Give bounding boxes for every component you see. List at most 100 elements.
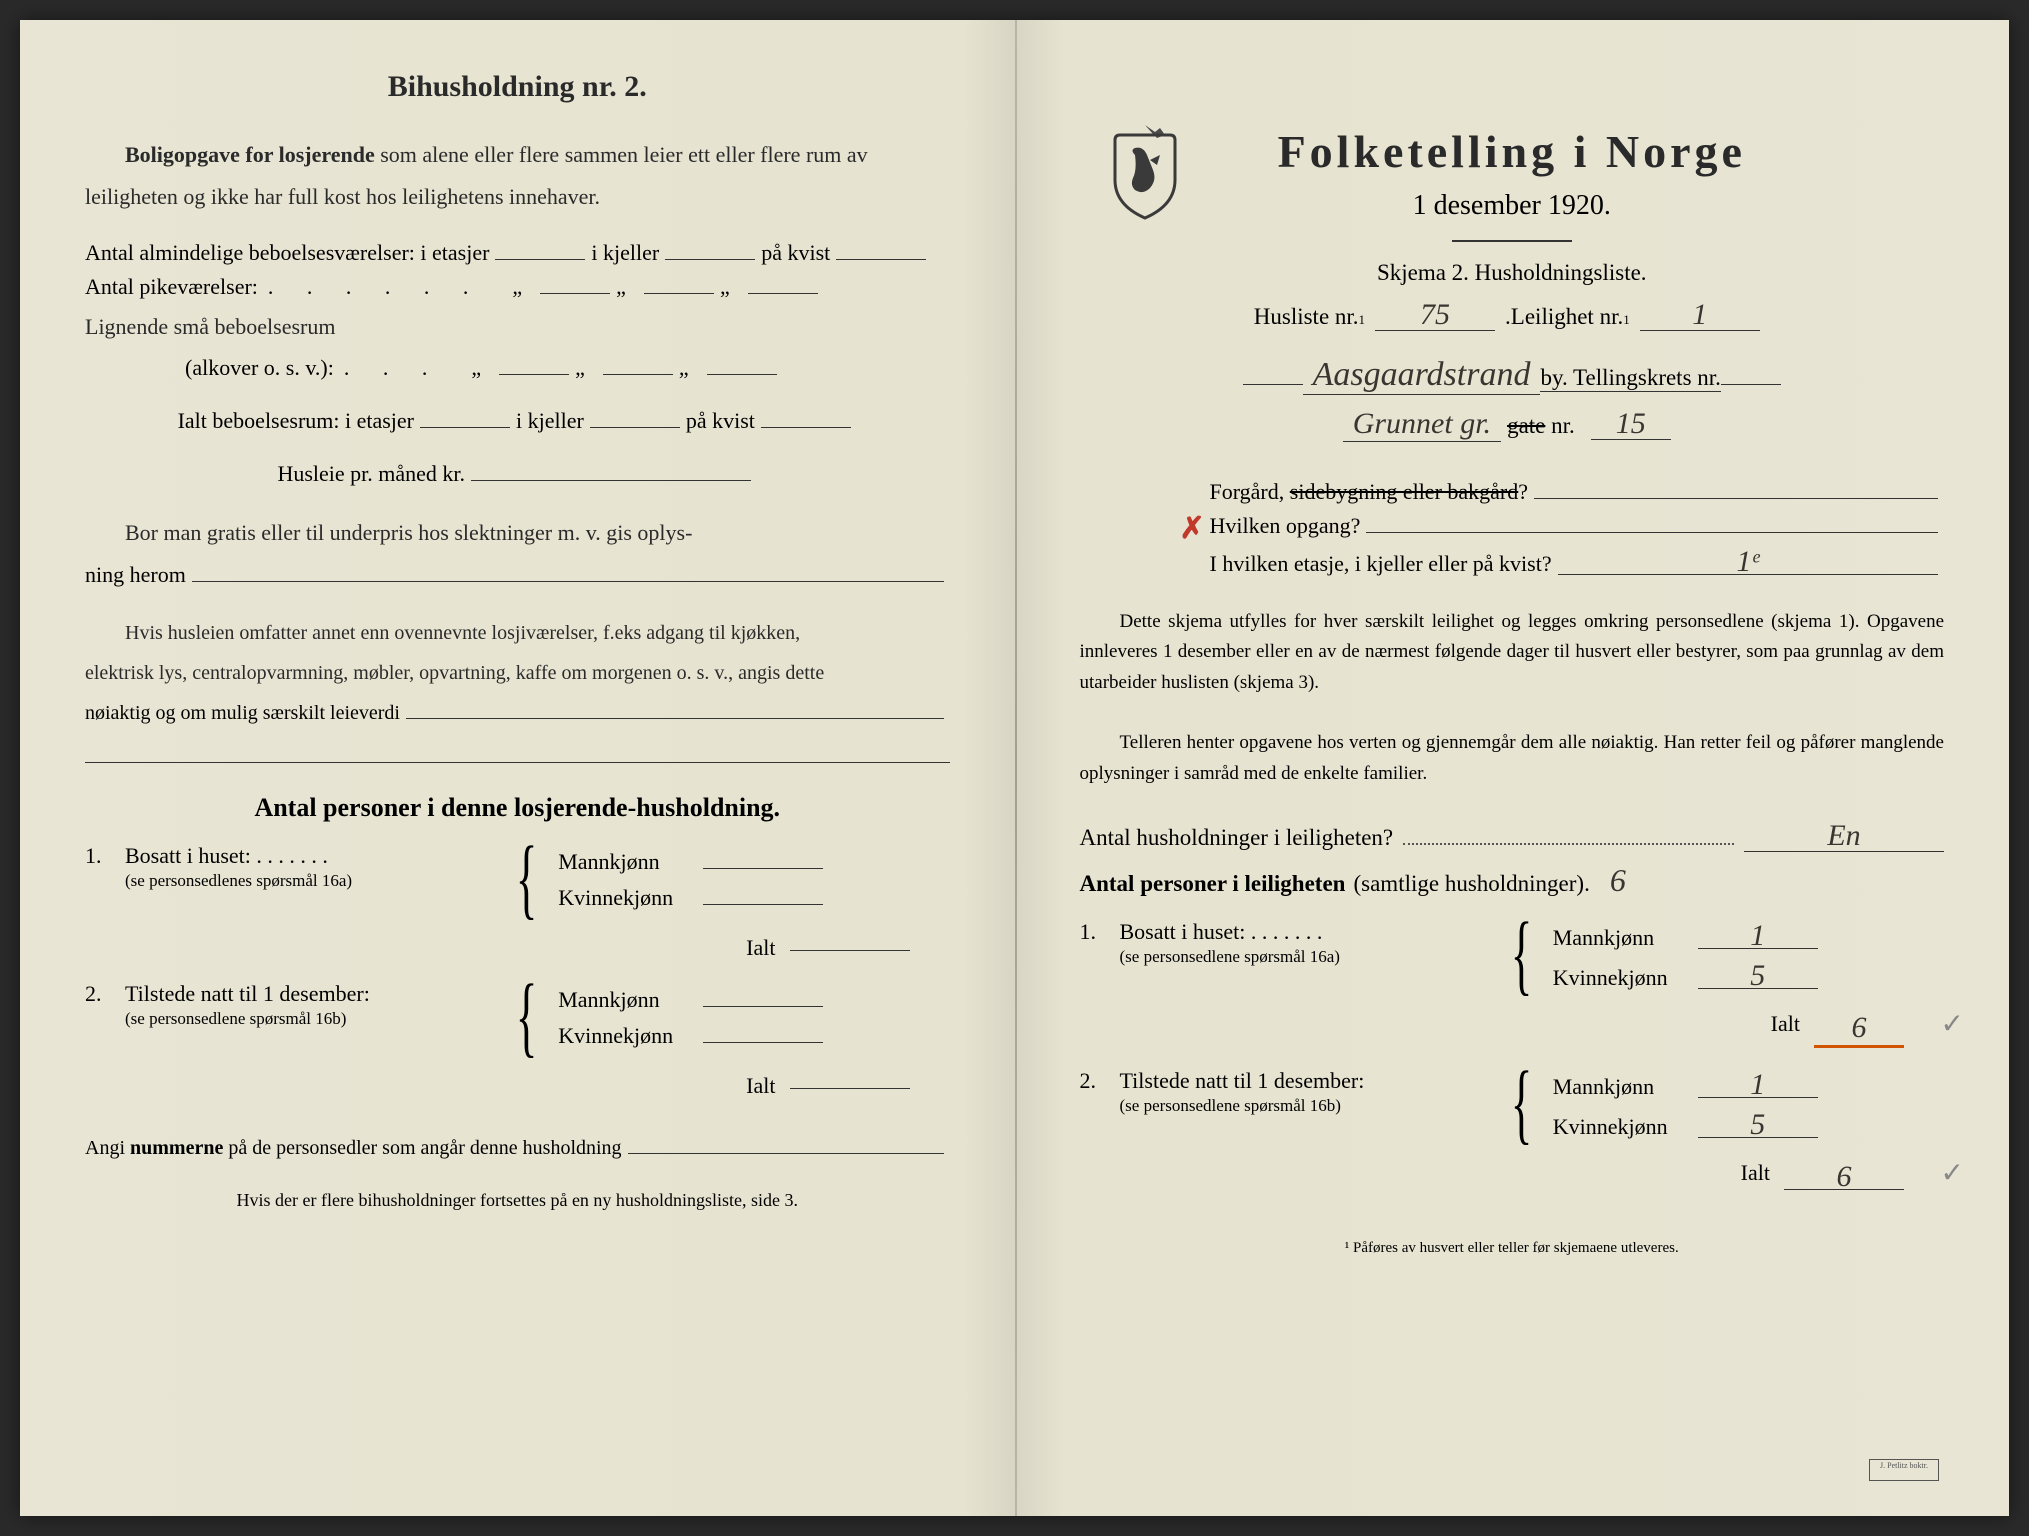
- gratis-2: ning herom: [85, 562, 186, 588]
- label-ialt-1: Ialt: [746, 935, 775, 961]
- r-label-mann-1: Mannkjønn: [1553, 925, 1698, 951]
- brace-row-kvinne-2: Kvinnekjønn: [558, 1021, 823, 1049]
- dots-hush: [1403, 822, 1734, 845]
- r-row-kvinne-1: Kvinnekjønn 5: [1553, 959, 1818, 991]
- left-item-1: 1. Bosatt i huset: . . . . . . . (se per…: [85, 843, 950, 915]
- ditto-5: „: [575, 355, 597, 381]
- row-opgang: ✗ Hvilken opgang?: [1210, 511, 1945, 539]
- antal-pers-label: Antal personer i leiligheten: [1080, 871, 1346, 897]
- row-alkover: (alkover o. s. v.): . . . „ „ „: [85, 353, 950, 381]
- brace-group-2: { Mannkjønn Kvinnekjønn: [505, 981, 823, 1053]
- gratis-paragraph: Bor man gratis eller til underpris hos s…: [85, 512, 950, 554]
- row-lignende: Lignende små beboelsesrum: [85, 306, 950, 348]
- fill-mann-2: [703, 985, 823, 1007]
- forgard-label: Forgård,: [1210, 479, 1285, 505]
- page-fold: [1015, 20, 1017, 1516]
- item2-sub: (se personsedlene spørsmål 16b): [125, 1009, 505, 1029]
- row-husliste: Husliste nr.1 75 .Leilighet nr.1 1: [1080, 298, 1945, 331]
- r-row-mann-2: Mannkjønn 1: [1553, 1068, 1818, 1100]
- gratis-1: Bor man gratis eller til underpris hos s…: [125, 520, 692, 545]
- fill-ialt-2: [590, 406, 680, 428]
- fill-gratis: [192, 560, 944, 582]
- right-item-2: 2. Tilstede natt til 1 desember: (se per…: [1080, 1068, 1945, 1140]
- row-pike: Antal pikeværelser: . . . . . . „ „ „: [85, 272, 950, 300]
- r-brace-items-1: Mannkjønn 1 Kvinnekjønn 5: [1553, 919, 1818, 991]
- right-page: Folketelling i Norge 1 desember 1920. Sk…: [1015, 20, 2010, 1516]
- r-label-ialt-1: Ialt: [1771, 1011, 1800, 1048]
- r-label-mann-2: Mannkjønn: [1553, 1074, 1698, 1100]
- ialt-row-1: Ialt: [85, 935, 950, 961]
- questions-block: Forgård, sidebygning eller bakgård ? ✗ H…: [1210, 477, 1945, 577]
- gate-handwritten: Grunnet gr.: [1343, 407, 1501, 442]
- by-handwritten: Aasgaardstrand: [1303, 356, 1541, 395]
- fill-alk-3: [707, 353, 777, 375]
- r-item2-label: Tilstede natt til 1 desember:: [1120, 1068, 1365, 1093]
- brace-2: {: [516, 981, 538, 1053]
- r-brace-2: {: [1510, 1068, 1532, 1140]
- fill-kvinne-1: [703, 883, 823, 905]
- title-rule: [1452, 240, 1572, 242]
- opgang-label: Hvilken opgang?: [1210, 513, 1361, 539]
- fill-forgard: [1534, 477, 1938, 499]
- row-gate: Grunnet gr. gate nr. 15: [1080, 407, 1945, 442]
- left-page: Bihusholdning nr. 2. Boligopgave for los…: [20, 20, 1015, 1516]
- fill-kjeller-1: [665, 238, 755, 260]
- val-tilstede-ialt: 6: [1784, 1160, 1904, 1190]
- husliste-value: 75: [1375, 298, 1495, 331]
- instructions-2: Telleren henter opgavene hos verten og g…: [1080, 728, 1945, 789]
- by-suffix: by. Tellingskrets nr.: [1540, 365, 1720, 392]
- fill-ialt-3: [761, 406, 851, 428]
- etasje-label: I hvilken etasje, i kjeller eller på kvi…: [1210, 551, 1552, 577]
- r-ialt-row-1: Ialt 6 ✓: [1080, 1011, 1945, 1048]
- ditto-2: „: [616, 274, 638, 300]
- fill-alk-2: [603, 353, 673, 375]
- forgard-strike: sidebygning eller bakgård: [1290, 479, 1519, 505]
- printer-stamp: J. Petlitz boktr.: [1869, 1459, 1939, 1481]
- antal-hush-value: En: [1744, 819, 1944, 852]
- label-ialt-bebo: Ialt beboelsesrum: i etasjer: [178, 408, 414, 434]
- hvis-paragraph: Hvis husleien omfatter annet enn ovennev…: [85, 613, 950, 693]
- label-antal-bebo: Antal almindelige beboelsesværelser: i e…: [85, 240, 489, 266]
- dots-pike: . . . . . .: [268, 274, 483, 300]
- row-by: Aasgaardstrand by. Tellingskrets nr.: [1080, 356, 1945, 395]
- item1-sub: (se personsedlenes spørsmål 16a): [125, 871, 505, 891]
- label-husleie: Husleie pr. måned kr.: [277, 461, 465, 487]
- label-ialt-2: Ialt: [746, 1073, 775, 1099]
- r-label-ialt-2: Ialt: [1741, 1160, 1770, 1190]
- red-x-mark: ✗: [1180, 511, 1205, 546]
- section2-title: Antal personer i denne losjerende-hushol…: [85, 793, 950, 823]
- underline-1: [85, 735, 950, 763]
- brace-1: {: [516, 843, 538, 915]
- husliste-label: Husliste nr.: [1254, 304, 1359, 330]
- val-bosatt-kvinne: 5: [1698, 959, 1818, 989]
- skjema-line: Skjema 2. Husholdningsliste.: [1080, 260, 1945, 286]
- r-num-1: 1.: [1080, 919, 1120, 945]
- census-document: Bihusholdning nr. 2. Boligopgave for los…: [20, 20, 2009, 1516]
- brace-items-2: Mannkjønn Kvinnekjønn: [558, 985, 823, 1049]
- val-bosatt-mann: 1: [1698, 919, 1818, 949]
- sup-2: 1: [1623, 312, 1630, 328]
- gate-strike: gate: [1507, 413, 1545, 438]
- r-brace-group-1: { Mannkjønn 1 Kvinnekjønn 5: [1500, 919, 1818, 991]
- row-antal-pers: Antal personer i leiligheten (samtlige h…: [1080, 862, 1945, 899]
- val-bosatt-ialt: 6: [1814, 1011, 1904, 1048]
- leilighet-value: 1: [1640, 298, 1760, 331]
- r-brace-1: {: [1510, 919, 1532, 991]
- antal-pers-value: 6: [1610, 862, 1626, 899]
- left-item-2: 2. Tilstede natt til 1 desember: (se per…: [85, 981, 950, 1053]
- fill-etasjer-1: [495, 238, 585, 260]
- brace-items-1: Mannkjønn Kvinnekjønn: [558, 847, 823, 911]
- row-gratis-2: ning herom: [85, 560, 950, 588]
- main-title: Folketelling i Norge: [1080, 125, 1945, 178]
- label-kjeller-1: i kjeller: [591, 240, 659, 266]
- label-mann-1: Mannkjønn: [558, 849, 703, 875]
- num-1: 1.: [85, 843, 125, 869]
- gate-nr: 15: [1591, 407, 1671, 440]
- num-2: 2.: [85, 981, 125, 1007]
- label-pike: Antal pikeværelser:: [85, 274, 258, 300]
- date-line: 1 desember 1920.: [1080, 190, 1945, 222]
- row-angi: Angi nummerne på de personsedler som ang…: [85, 1134, 950, 1160]
- r-row-kvinne-2: Kvinnekjønn 5: [1553, 1108, 1818, 1140]
- antal-hush-label: Antal husholdninger i leiligheten?: [1080, 825, 1394, 851]
- label-kvinne-1: Kvinnekjønn: [558, 885, 703, 911]
